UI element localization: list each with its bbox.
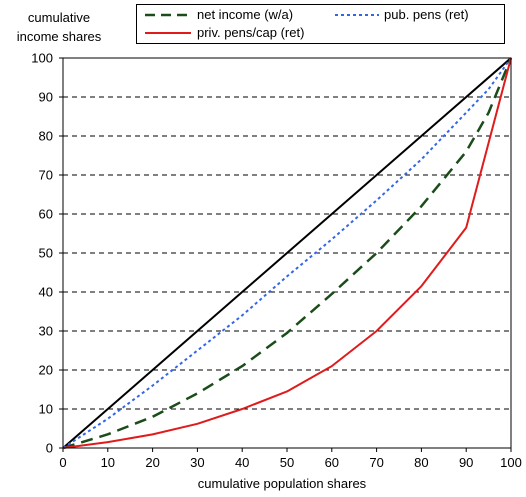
x-tick-label-1: 10 [101, 455, 115, 470]
series-line-equality [62, 57, 512, 449]
x-tick-label-9: 90 [459, 455, 473, 470]
x-tick-label-4: 40 [235, 455, 249, 470]
legend-swatch-priv [145, 32, 191, 34]
x-tick-label-7: 70 [369, 455, 383, 470]
y-tick-label-5: 50 [39, 246, 53, 261]
legend-label-priv: priv. pens/cap (ret) [197, 25, 305, 40]
x-tick-label-0: 0 [59, 455, 66, 470]
y-tick-label-1: 10 [39, 402, 53, 417]
y-tick-label-7: 70 [39, 168, 53, 183]
y-tick-label-3: 30 [39, 324, 53, 339]
y-tick-label-6: 60 [39, 207, 53, 222]
x-tick-label-2: 20 [145, 455, 159, 470]
legend: net income (w/a) pub. pens (ret) priv. p… [136, 4, 505, 44]
x-tick-label-3: 30 [190, 455, 204, 470]
y-tick-label-10: 100 [31, 51, 53, 66]
x-tick-label-10: 100 [500, 455, 522, 470]
x-tick-label-5: 50 [280, 455, 294, 470]
y-tick-label-0: 0 [46, 441, 53, 456]
y-tick-label-8: 80 [39, 129, 53, 144]
plot-area-frame [62, 57, 512, 449]
legend-swatch-net [145, 13, 191, 17]
series-line-pub [62, 57, 512, 449]
legend-label-net: net income (w/a) [197, 7, 294, 22]
y-tick-label-9: 90 [39, 90, 53, 105]
y-tick-label-4: 40 [39, 285, 53, 300]
x-axis-label: cumulative population shares [198, 476, 367, 491]
x-tick-label-8: 80 [414, 455, 428, 470]
y-axis-label: cumulative income shares [0, 8, 118, 46]
series-line-net [62, 57, 513, 450]
legend-swatch-pub [335, 14, 379, 16]
y-tick-label-2: 20 [39, 363, 53, 378]
series-line-priv [62, 57, 512, 449]
x-tick-label-6: 60 [325, 455, 339, 470]
y-axis-label-line-1: cumulative [27, 10, 91, 25]
y-axis-label-line-2: income shares [16, 29, 102, 44]
legend-label-pub: pub. pens (ret) [384, 7, 469, 22]
